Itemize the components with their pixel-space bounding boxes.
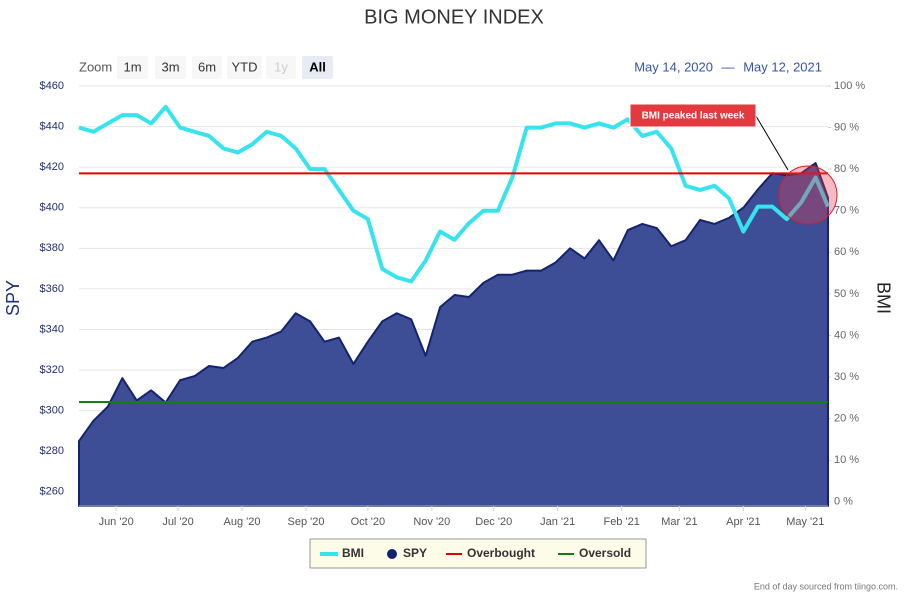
legend-label[interactable]: SPY [403, 546, 427, 560]
x-tick-label: Jul '20 [162, 516, 193, 528]
y-tick-label: $300 [40, 405, 64, 417]
legend-label[interactable]: Overbought [467, 546, 535, 560]
range-button[interactable] [117, 56, 148, 79]
range-button-label: 1y [274, 59, 288, 74]
spy-area [78, 162, 829, 507]
y2-tick-label: 100 % [834, 80, 865, 92]
range-button-label[interactable]: YTD [232, 59, 258, 74]
y-tick-label: $440 [40, 120, 64, 132]
legend-symbol [387, 549, 397, 559]
y2-tick-label: 40 % [834, 329, 859, 341]
x-tick-label: Feb '21 [603, 516, 639, 528]
y-tick-label: $260 [40, 486, 64, 498]
y2-tick-label: 20 % [834, 413, 859, 425]
y2-tick-label: 60 % [834, 246, 859, 258]
y-tick-label: $460 [40, 80, 64, 92]
range-button[interactable] [227, 56, 262, 79]
bmi-line [78, 104, 830, 284]
x-tick-label: Jan '21 [540, 516, 575, 528]
range-from[interactable]: May 14, 2020 [634, 59, 713, 74]
y2-tick-label: 30 % [834, 371, 859, 383]
range-button-label[interactable]: All [309, 59, 326, 74]
y-tick-label: $280 [40, 445, 64, 457]
y2-tick-label: 50 % [834, 288, 859, 300]
credit[interactable]: End of day sourced from tiingo.com. [754, 581, 898, 591]
y-tick-label: $320 [40, 364, 64, 376]
x-tick-label: May '21 [786, 516, 824, 528]
x-tick-label: Mar '21 [661, 516, 697, 528]
range-button-label[interactable]: 1m [123, 59, 141, 74]
x-tick-label: Oct '20 [351, 516, 386, 528]
legend-box [309, 538, 647, 569]
x-tick-label: Sep '20 [287, 516, 324, 528]
y-tick-label: $380 [40, 242, 64, 254]
y2-tick-label: 80 % [834, 163, 859, 175]
x-tick-label: Aug '20 [224, 516, 261, 528]
annotation-text: BMI peaked last week [642, 111, 745, 122]
legend-label[interactable]: BMI [342, 546, 364, 560]
y-tick-label: $400 [40, 202, 64, 214]
annotation-circle [778, 165, 838, 225]
y2-tick-label: 10 % [834, 454, 859, 466]
range-to[interactable]: May 12, 2021 [743, 59, 822, 74]
y-tick-label: $360 [40, 283, 64, 295]
x-tick-label: Jun '20 [99, 516, 134, 528]
range-button-label[interactable]: 6m [198, 59, 216, 74]
y2-tick-label: 70 % [834, 205, 859, 217]
annotation-connector [755, 115, 789, 171]
y-axis-title: SPY [3, 280, 23, 316]
y-tick-label: $420 [40, 161, 64, 173]
range-button[interactable] [302, 56, 333, 79]
x-tick-label: Dec '20 [475, 516, 512, 528]
y-tick-label: $340 [40, 323, 64, 335]
chart-title: BIG MONEY INDEX [364, 6, 544, 28]
range-button-label[interactable]: 3m [161, 59, 179, 74]
annotation-box [629, 103, 757, 128]
y2-tick-label: 0 % [834, 496, 853, 508]
zoom-label: Zoom [79, 59, 112, 74]
y2-axis-title: BMI [873, 282, 893, 314]
x-tick-label: Apr '21 [726, 516, 761, 528]
x-tick-label: Nov '20 [413, 516, 450, 528]
range-button [266, 56, 296, 79]
y2-tick-label: 90 % [834, 121, 859, 133]
legend-label[interactable]: Oversold [579, 546, 631, 560]
range-button[interactable] [192, 56, 222, 79]
range-button[interactable] [155, 56, 186, 79]
range-separator: — [722, 59, 735, 74]
